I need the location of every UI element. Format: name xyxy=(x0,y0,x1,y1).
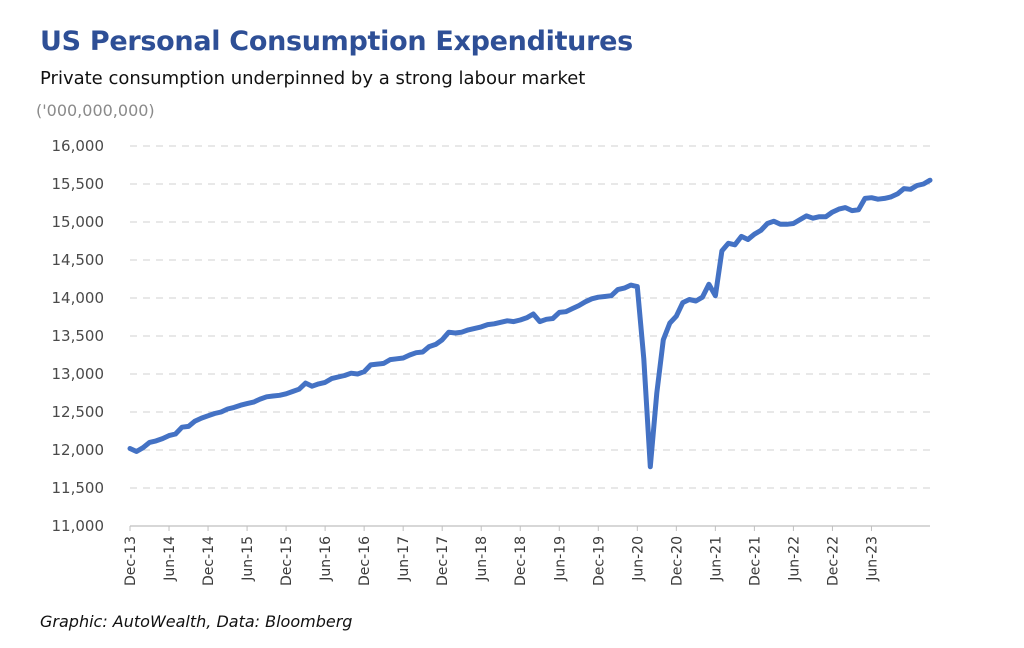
x-tick-label: Dec-18 xyxy=(513,536,529,586)
x-tick-label: Dec-15 xyxy=(279,536,295,586)
x-tick-label: Dec-20 xyxy=(669,536,685,586)
x-tick-label: Dec-19 xyxy=(591,536,607,586)
x-tick-label: Jun-19 xyxy=(552,536,568,582)
x-tick-label: Dec-17 xyxy=(435,536,451,586)
chart-subtitle: Private consumption underpinned by a str… xyxy=(40,68,586,89)
x-tick-label: Dec-13 xyxy=(123,536,139,586)
x-tick-label: Dec-22 xyxy=(825,536,841,586)
y-tick-label: 14,500 xyxy=(52,251,105,269)
x-tick-label: Jun-23 xyxy=(864,536,880,582)
chart-title: US Personal Consumption Expenditures xyxy=(40,26,633,57)
y-tick-label: 13,500 xyxy=(52,327,105,345)
y-axis-ticks: 11,000 11,500 12,000 12,500 13,000 13,500 14,0… xyxy=(52,137,105,535)
x-tick-label: Jun-14 xyxy=(162,536,178,582)
y-axis-unit-label: ('000,000,000) xyxy=(36,101,155,120)
x-tick-label: Jun-20 xyxy=(630,536,646,582)
x-tick-label: Jun-18 xyxy=(474,536,490,582)
x-tick-label: Dec-14 xyxy=(201,536,217,586)
x-tick-label: Jun-15 xyxy=(240,536,256,582)
y-tick-label: 12,000 xyxy=(52,441,105,459)
x-tick-label: Dec-21 xyxy=(747,536,763,586)
x-axis-ticks: Dec-13 Jun-14 Dec-14 Jun-15 Dec-15 Jun-16 Dec-… xyxy=(123,526,880,586)
series-line-pce xyxy=(127,177,933,470)
y-tick-label: 16,000 xyxy=(52,137,105,155)
y-tick-label: 13,000 xyxy=(52,365,105,383)
x-tick-label: Jun-17 xyxy=(396,536,412,582)
x-tick-label: Jun-16 xyxy=(318,536,334,582)
x-tick-label: Jun-22 xyxy=(786,536,802,582)
line-chart: 11,000 11,500 12,000 12,500 13,000 13,500 14,0… xyxy=(52,137,933,586)
y-tick-label: 11,000 xyxy=(52,517,105,535)
y-tick-label: 12,500 xyxy=(52,403,105,421)
x-tick-label: Dec-16 xyxy=(357,536,373,586)
y-tick-label: 15,000 xyxy=(52,213,105,231)
y-tick-label: 11,500 xyxy=(52,479,105,497)
y-tick-label: 15,500 xyxy=(52,175,105,193)
y-tick-label: 14,000 xyxy=(52,289,105,307)
x-tick-label: Jun-21 xyxy=(708,536,724,582)
gridlines xyxy=(130,145,930,489)
chart-source: Graphic: AutoWealth, Data: Bloomberg xyxy=(40,612,353,631)
